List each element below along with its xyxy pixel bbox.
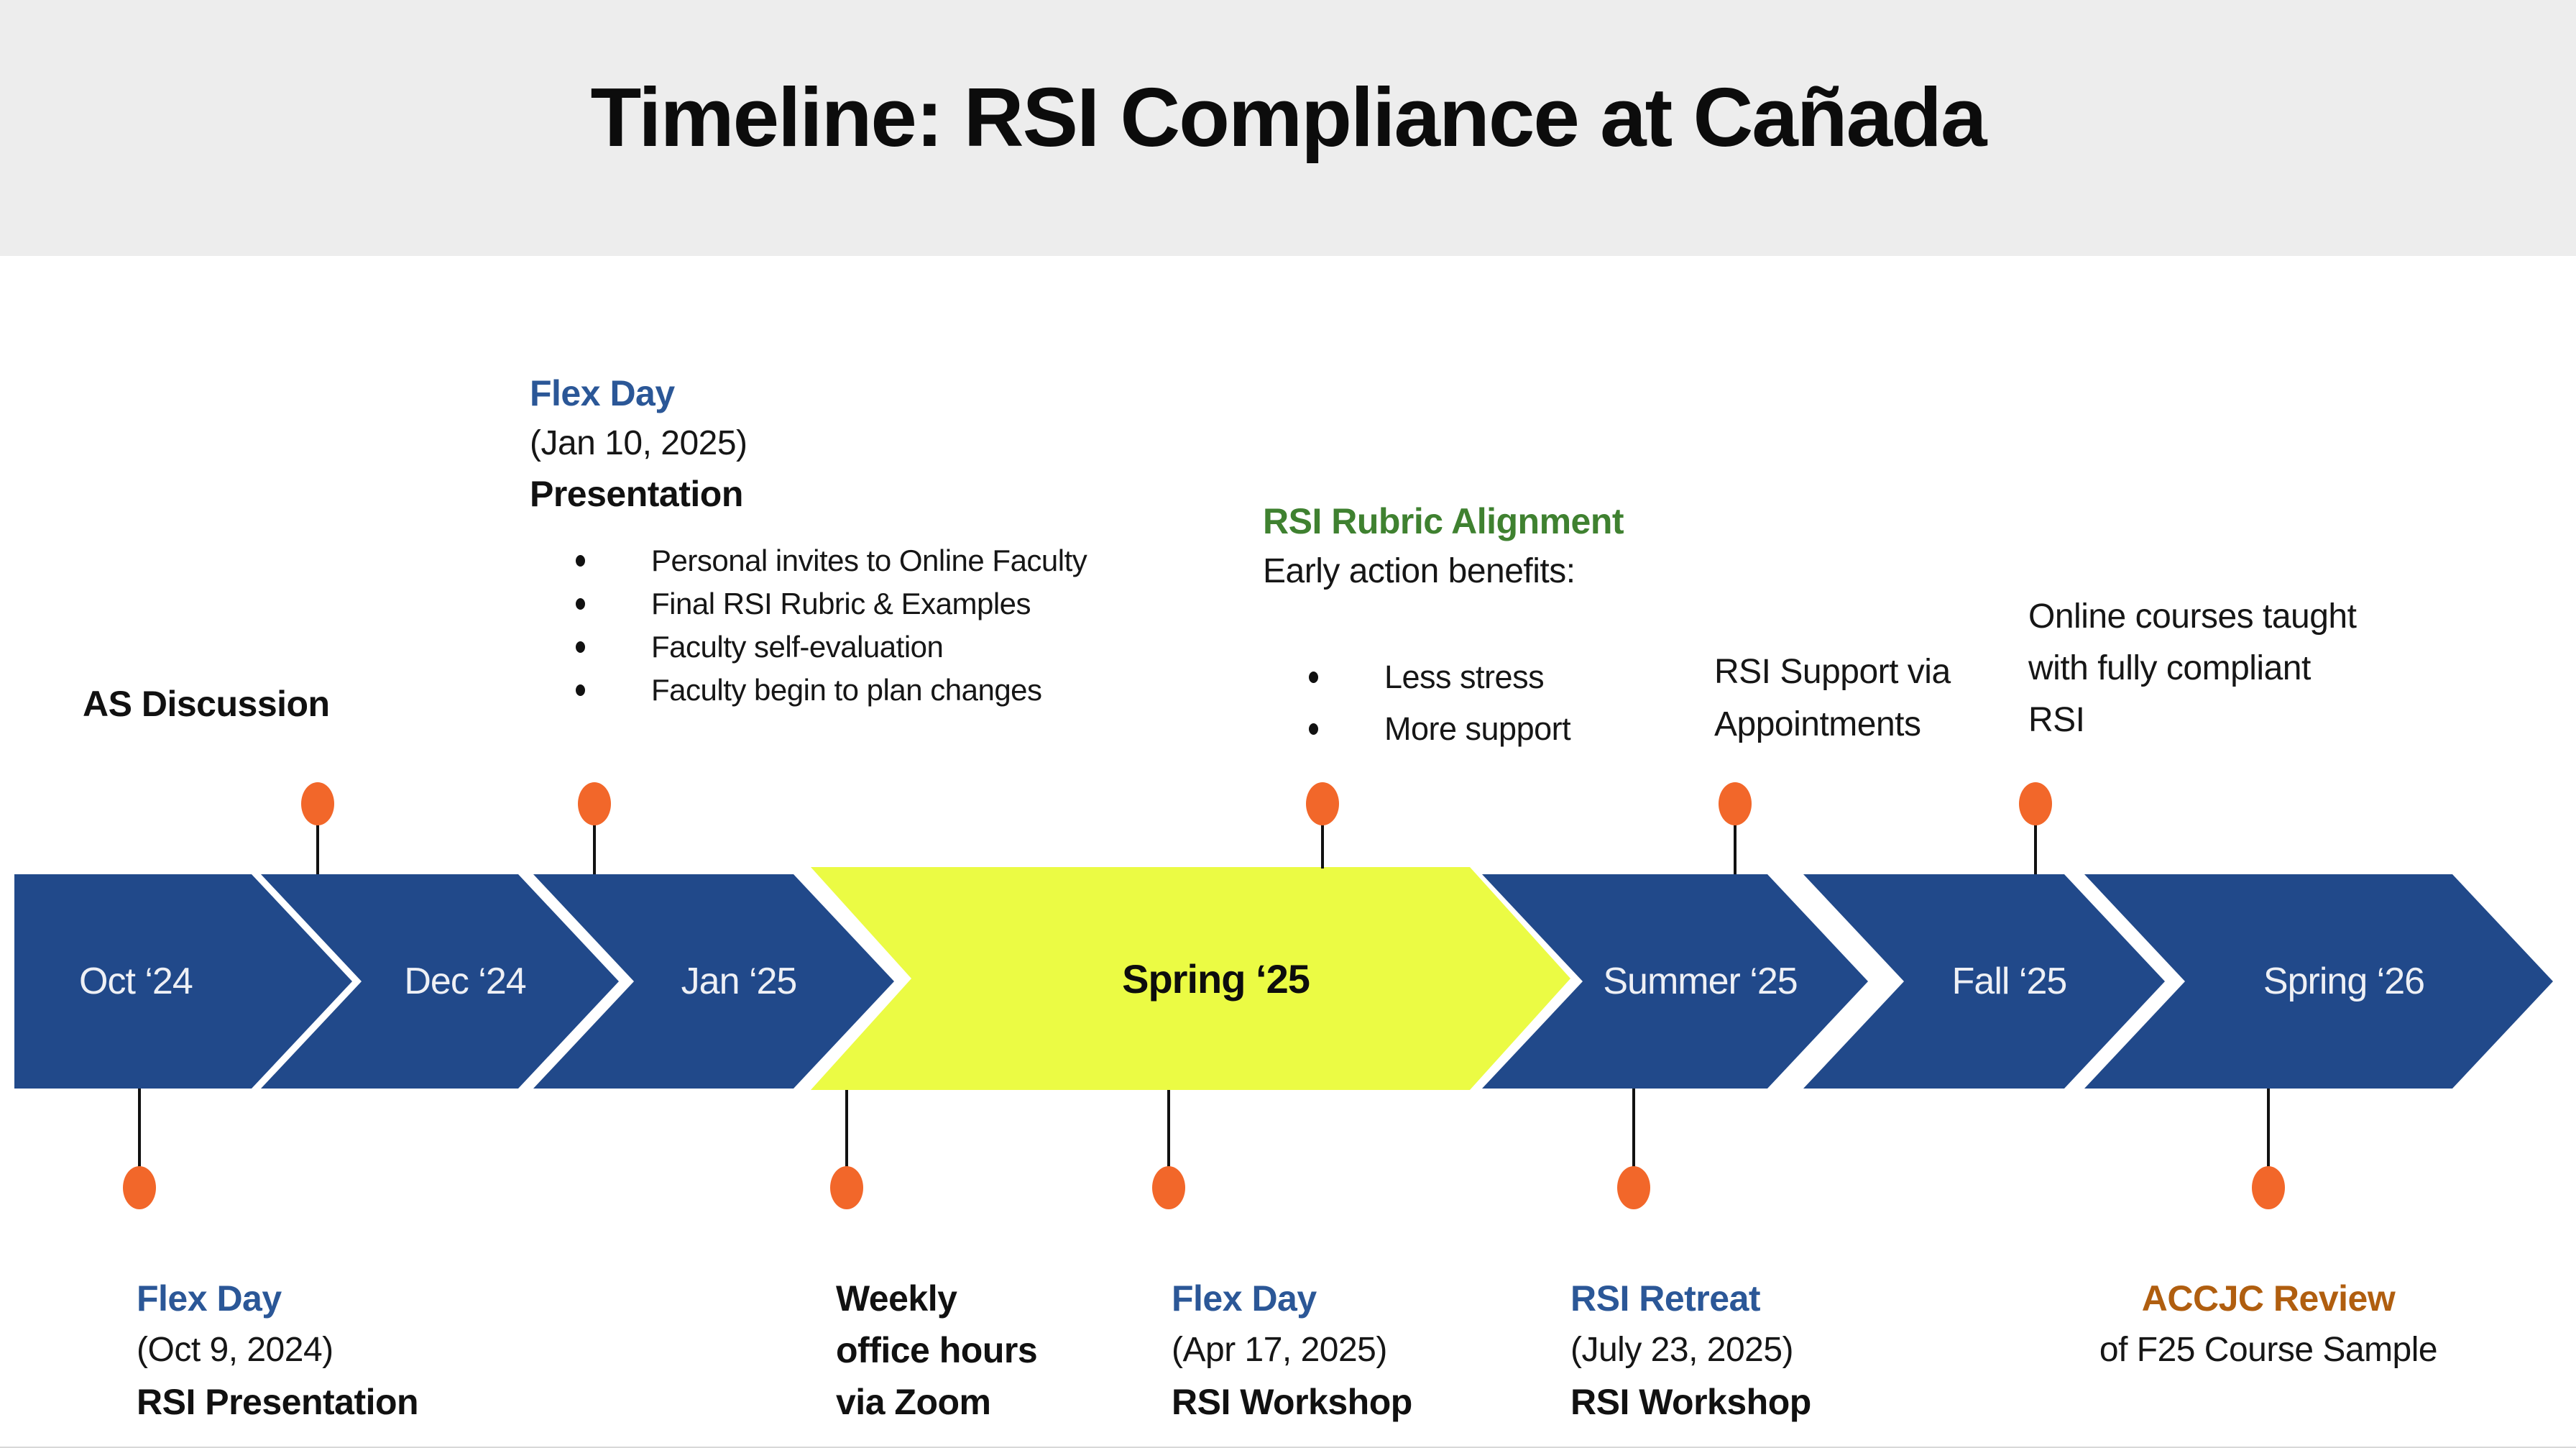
- bullet-list: Less stress More support: [1263, 651, 1624, 755]
- annotation-title: RSI Rubric Alignment: [1263, 501, 1624, 541]
- annotation-weekly-office-hours: Weekly office hours via Zoom: [836, 1273, 1038, 1428]
- annotation-online-courses: Online courses taught with fully complia…: [2028, 591, 2357, 746]
- timeline-marker-dot: [1306, 782, 1339, 825]
- timeline-label-oct24: Oct ‘24: [79, 961, 193, 1002]
- timeline-marker-dot: [2019, 782, 2052, 825]
- header-band: [0, 0, 2576, 256]
- timeline-label-jan25: Jan ‘25: [681, 961, 798, 1002]
- timeline-label-spring26: Spring ‘26: [2263, 961, 2425, 1002]
- annotation-title: ACCJC Review: [2141, 1278, 2396, 1319]
- timeline-marker-dot: [1719, 782, 1752, 825]
- annotation-title: RSI Retreat: [1570, 1278, 1761, 1319]
- timeline-marker-dot: [301, 782, 334, 825]
- annotation-date: (Apr 17, 2025): [1172, 1331, 1387, 1369]
- annotation-accjc-review: ACCJC Review of F25 Course Sample: [2060, 1273, 2477, 1376]
- timeline-segment-spring25: [811, 867, 1570, 1090]
- bullet-dot: [576, 641, 585, 653]
- timeline-label-spring25: Spring ‘25: [1122, 956, 1310, 1002]
- connector-line: [2034, 824, 2037, 874]
- annotation-subtitle: RSI Presentation: [137, 1382, 419, 1422]
- timeline-marker-dot: [1152, 1166, 1185, 1209]
- bullet-item: Faculty self-evaluation: [530, 626, 1087, 669]
- bullet-item: Personal invites to Online Faculty: [530, 539, 1087, 582]
- bullet-list: Personal invites to Online Faculty Final…: [530, 539, 1087, 712]
- connector-line: [1167, 1090, 1170, 1168]
- timeline-marker-dot: [1617, 1166, 1650, 1209]
- bullet-item: More support: [1263, 703, 1624, 755]
- connector-line: [845, 1090, 848, 1168]
- connector-line: [138, 1089, 141, 1168]
- annotation-text: Appointments: [1714, 705, 1921, 743]
- annotation-text: RSI Support via: [1714, 653, 1951, 691]
- annotation-text: Online courses taught: [2028, 597, 2357, 636]
- annotation-text: Weekly: [836, 1278, 957, 1319]
- annotation-title: Flex Day: [1172, 1278, 1317, 1319]
- annotation-text: of F25 Course Sample: [2099, 1331, 2438, 1369]
- annotation-rsi-support: RSI Support via Appointments: [1714, 646, 1951, 751]
- timeline-marker-dot: [830, 1166, 863, 1209]
- connector-line: [1632, 1089, 1635, 1168]
- bullet-dot: [1309, 672, 1318, 683]
- bullet-dot: [576, 684, 585, 696]
- annotation-flex-day-oct: Flex Day (Oct 9, 2024) RSI Presentation: [137, 1273, 419, 1428]
- bullet-item: Final RSI Rubric & Examples: [530, 582, 1087, 626]
- connector-line: [1321, 824, 1324, 869]
- page-title: Timeline: RSI Compliance at Cañada: [590, 70, 1987, 164]
- annotation-text: via Zoom: [836, 1382, 991, 1422]
- bullet-dot: [576, 598, 585, 610]
- annotation-date: (Jan 10, 2025): [530, 424, 748, 462]
- timeline-marker-dot: [123, 1166, 156, 1209]
- annotation-subtitle: RSI Workshop: [1172, 1382, 1412, 1422]
- annotation-text: RSI: [2028, 701, 2085, 739]
- bullet-dot: [576, 555, 585, 567]
- annotation-rsi-retreat: RSI Retreat (July 23, 2025) RSI Workshop: [1570, 1273, 1811, 1428]
- bullet-item: Faculty begin to plan changes: [530, 669, 1087, 712]
- annotation-subtitle: Presentation: [530, 474, 743, 514]
- timeline-label-summer25: Summer ‘25: [1603, 961, 1798, 1002]
- annotation-title: AS Discussion: [83, 684, 330, 724]
- annotation-text: office hours: [836, 1330, 1038, 1370]
- connector-line: [593, 824, 596, 874]
- timeline-label-fall25: Fall ‘25: [1951, 961, 2068, 1002]
- annotation-flex-day-apr: Flex Day (Apr 17, 2025) RSI Workshop: [1172, 1273, 1412, 1428]
- connector-line: [316, 824, 319, 874]
- timeline-label-dec24: Dec ‘24: [404, 961, 526, 1002]
- annotation-subtitle: Early action benefits:: [1263, 552, 1576, 590]
- annotation-as-discussion: AS Discussion: [83, 683, 330, 725]
- annotation-subtitle: RSI Workshop: [1570, 1382, 1811, 1422]
- annotation-title: Flex Day: [137, 1278, 282, 1319]
- annotation-text: with fully compliant: [2028, 649, 2311, 687]
- annotation-flex-day-jan: Flex Day (Jan 10, 2025) Presentation Per…: [530, 368, 1087, 712]
- connector-line: [2267, 1089, 2270, 1168]
- annotation-rsi-rubric-alignment: RSI Rubric Alignment Early action benefi…: [1263, 496, 1624, 755]
- bullet-item: Less stress: [1263, 651, 1624, 703]
- timeline-marker-dot: [578, 782, 611, 825]
- annotation-title: Flex Day: [530, 373, 675, 413]
- annotation-date: (Oct 9, 2024): [137, 1331, 334, 1369]
- connector-line: [1734, 824, 1736, 874]
- timeline-marker-dot: [2252, 1166, 2285, 1209]
- annotation-date: (July 23, 2025): [1570, 1331, 1794, 1369]
- bullet-dot: [1309, 723, 1318, 735]
